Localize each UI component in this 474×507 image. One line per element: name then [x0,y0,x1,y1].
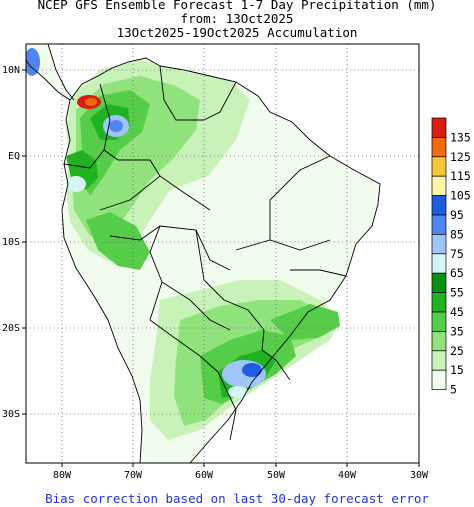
plot-frame [25,43,420,464]
legend-swatch-75 [431,234,447,255]
legend-swatch-125 [431,137,447,158]
legend-swatch-25 [431,331,447,352]
lon-label-40w: 40W [338,470,357,481]
legend-swatch-45 [431,292,447,313]
precip-65mm-core-south-2 [228,386,248,398]
legend-label-75: 75 [450,247,464,261]
lon-label-80w: 80W [53,470,72,481]
legend-label-135: 135 [450,130,471,144]
precip-85mm-core-colombia [109,120,123,132]
precip-85mm-core-caribbean [26,48,40,76]
title-line-2: from: 13Oct2025 [180,11,294,26]
lon-label-30w: 30W [410,470,429,481]
legend-swatch-135 [431,117,447,138]
legend-label-55: 55 [450,286,464,300]
legend-label-45: 45 [450,305,464,319]
lon-label-50w: 50W [267,470,286,481]
legend-label-85: 85 [450,227,464,241]
legend-swatch-105 [431,175,447,196]
legend-swatch-5 [431,369,447,390]
lon-label-70w: 70W [124,470,143,481]
precip-35mm-southeast-coast [270,304,340,340]
legend-label-5: 5 [450,383,457,397]
legend-swatch-65 [431,253,447,274]
lat-label-10n: 10N [2,65,20,76]
legend-swatch-35 [431,311,447,332]
lat-label-10s: 10S [2,237,20,248]
legend-label-25: 25 [450,344,464,358]
precip-125mm-core-panama [85,98,97,106]
legend-swatch-85 [431,214,447,235]
legend-swatch-55 [431,272,447,293]
title-line-1: NCEP GFS Ensemble Forecast 1-7 Day Preci… [37,0,437,12]
precipitation-map: 10N EQ 10S 20S 30S 80W 70W 60W 50W 40W 3… [2,43,471,481]
lat-label-eq: EQ [8,151,20,162]
lon-label-60w: 60W [195,470,214,481]
footer-note: Bias correction based on last 30-day for… [45,491,429,506]
legend-swatch-95 [431,195,447,216]
axis-ticks [22,69,420,467]
legend-label-115: 115 [450,169,471,183]
title-line-3: 13Oct2025-19Oct2025 Accumulation [116,25,358,40]
lat-label-30s: 30S [2,409,20,420]
legend-label-105: 105 [450,189,471,203]
precip-95mm-core-south [242,363,262,377]
legend-label-95: 95 [450,208,464,222]
legend-label-65: 65 [450,266,464,280]
legend-label-125: 125 [450,150,471,164]
lat-label-20s: 20S [2,323,20,334]
legend-swatch-15 [431,350,447,371]
legend-label-15: 15 [450,363,464,377]
country-borders [26,44,381,463]
precip-65mm-core-ecuador [66,176,86,192]
color-legend: 135 125 115 105 95 85 75 65 55 45 35 25 15 5 [431,117,471,397]
legend-label-35: 35 [450,324,464,338]
legend-swatch-115 [431,156,447,177]
precip-35mm-peru [86,212,150,270]
graticule [26,44,419,463]
